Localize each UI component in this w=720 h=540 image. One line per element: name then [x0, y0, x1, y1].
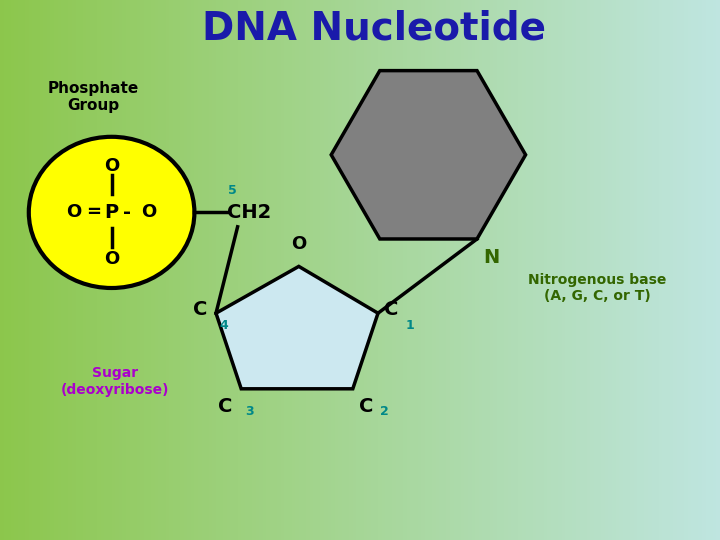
Polygon shape	[216, 266, 378, 389]
Text: C: C	[384, 300, 398, 319]
Text: O: O	[104, 157, 120, 174]
Text: Phosphate
Group: Phosphate Group	[48, 81, 139, 113]
Text: 5: 5	[228, 184, 237, 197]
Ellipse shape	[29, 137, 194, 288]
Text: DNA Nucleotide: DNA Nucleotide	[202, 10, 546, 48]
Text: CH2: CH2	[227, 203, 271, 222]
Text: 1: 1	[405, 319, 414, 332]
Text: =: =	[86, 204, 101, 221]
Text: 4: 4	[220, 319, 228, 332]
Text: 3: 3	[246, 404, 254, 417]
Text: P: P	[104, 203, 119, 222]
Text: O: O	[291, 235, 307, 253]
Text: C: C	[218, 397, 233, 416]
Polygon shape	[331, 71, 526, 239]
Text: C: C	[193, 300, 207, 319]
Text: Sugar
(deoxyribose): Sugar (deoxyribose)	[61, 367, 169, 397]
Text: O: O	[104, 250, 120, 268]
Text: C: C	[359, 397, 373, 416]
Text: N: N	[482, 248, 499, 267]
Text: 2: 2	[380, 404, 389, 417]
Text: Nitrogenous base
(A, G, C, or T): Nitrogenous base (A, G, C, or T)	[528, 273, 667, 303]
Text: O: O	[66, 204, 82, 221]
Text: O: O	[141, 204, 157, 221]
Text: -: -	[123, 203, 132, 222]
